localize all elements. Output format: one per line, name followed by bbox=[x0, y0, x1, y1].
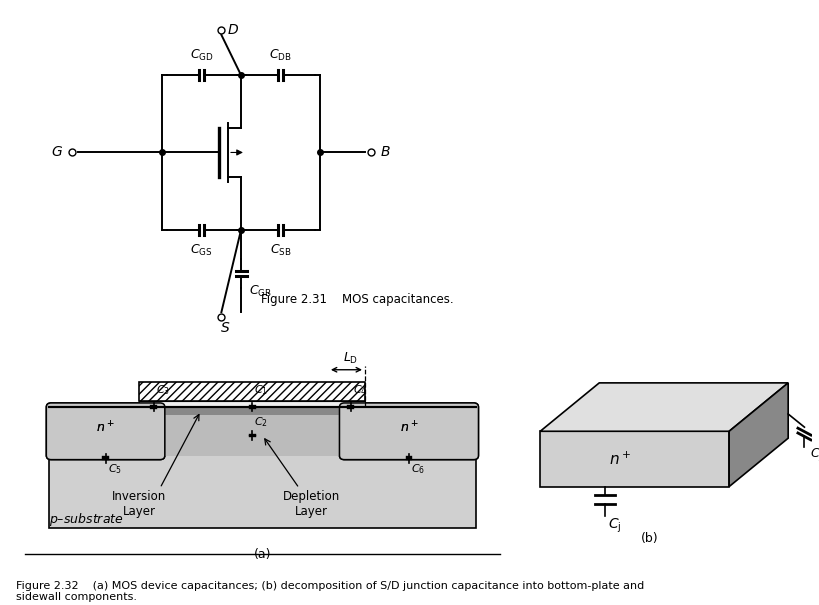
Text: D: D bbox=[227, 22, 238, 37]
Text: B: B bbox=[380, 145, 390, 160]
FancyBboxPatch shape bbox=[46, 403, 165, 460]
Text: $C_4$: $C_4$ bbox=[352, 384, 366, 397]
Text: $C_6$: $C_6$ bbox=[410, 462, 424, 476]
Text: (b): (b) bbox=[640, 532, 658, 545]
Text: $n^+$: $n^+$ bbox=[96, 420, 115, 436]
Text: $C_2$: $C_2$ bbox=[254, 416, 268, 429]
Text: Figure 2.31    MOS capacitances.: Figure 2.31 MOS capacitances. bbox=[260, 293, 453, 306]
Text: $C_1$: $C_1$ bbox=[254, 384, 268, 397]
Polygon shape bbox=[540, 431, 728, 486]
Text: $C_{\mathrm{SB}}$: $C_{\mathrm{SB}}$ bbox=[269, 243, 291, 258]
Bar bbox=[49, 407, 475, 528]
Text: S: S bbox=[220, 321, 229, 335]
Text: Inversion
Layer: Inversion Layer bbox=[112, 490, 166, 518]
Text: $n^+$: $n^+$ bbox=[399, 420, 418, 436]
Bar bbox=[139, 414, 364, 456]
Text: $C_3$: $C_3$ bbox=[156, 384, 170, 397]
Text: $C_{\mathrm{GD}}$: $C_{\mathrm{GD}}$ bbox=[190, 48, 213, 63]
Text: $p$–substrate: $p$–substrate bbox=[49, 511, 124, 528]
Text: Figure 2.32    (a) MOS device capacitances; (b) decomposition of S/D junction ca: Figure 2.32 (a) MOS device capacitances;… bbox=[16, 581, 644, 603]
Text: $C_{\mathrm{j}}$: $C_{\mathrm{j}}$ bbox=[608, 517, 621, 535]
Text: Depletion
Layer: Depletion Layer bbox=[283, 490, 340, 518]
Text: $C_{\mathrm{GB}}$: $C_{\mathrm{GB}}$ bbox=[249, 284, 272, 299]
FancyBboxPatch shape bbox=[339, 403, 477, 460]
Text: $L_{\mathrm{D}}$: $L_{\mathrm{D}}$ bbox=[342, 350, 358, 365]
Text: $n^+$: $n^+$ bbox=[608, 450, 631, 468]
Text: (a): (a) bbox=[253, 548, 271, 561]
Text: $C_5$: $C_5$ bbox=[107, 462, 121, 476]
Bar bbox=[139, 382, 364, 401]
Text: $C_{\mathrm{DB}}$: $C_{\mathrm{DB}}$ bbox=[269, 48, 292, 63]
Polygon shape bbox=[728, 383, 787, 486]
Text: $n^+$: $n^+$ bbox=[96, 420, 115, 436]
FancyBboxPatch shape bbox=[339, 403, 477, 460]
Bar bbox=[139, 407, 364, 414]
Text: $C_{\mathrm{jsw}}$: $C_{\mathrm{jsw}}$ bbox=[809, 446, 819, 463]
Bar bbox=[139, 401, 364, 407]
Text: $n^+$: $n^+$ bbox=[399, 420, 418, 436]
FancyBboxPatch shape bbox=[46, 403, 165, 460]
Text: $C_{\mathrm{GS}}$: $C_{\mathrm{GS}}$ bbox=[190, 243, 213, 258]
Text: G: G bbox=[51, 145, 62, 160]
Polygon shape bbox=[540, 383, 787, 431]
